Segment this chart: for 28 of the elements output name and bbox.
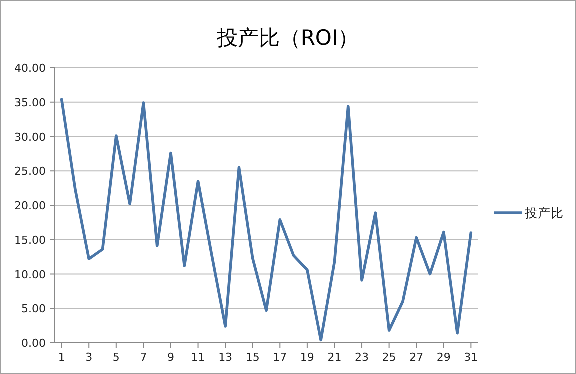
x-tick-label: 7 [140,351,148,364]
y-tick-label: 40.00 [14,62,46,75]
x-tick-label: 5 [112,351,120,364]
y-tick-label: 25.00 [14,165,46,178]
x-tick-label: 13 [218,351,233,364]
y-tick-label: 35.00 [14,96,46,110]
y-tick-label: 30.00 [14,130,46,144]
x-tick-label: 31 [464,351,478,364]
y-tick-label: 20.00 [14,200,46,212]
x-tick-label: 23 [355,351,370,364]
x-tick-label: 29 [436,351,451,364]
chart-title: 投产比（ROI） [216,26,360,50]
legend-label: 投产比 [524,206,564,220]
line-series [60,98,473,342]
x-tick-label: 19 [300,351,314,364]
x-tick-label: 9 [167,351,174,364]
x-tick-label: 27 [410,351,424,364]
y-tick-label: 10.00 [14,268,46,282]
x-tick-label: 11 [191,351,206,364]
x-tick-label: 1 [58,351,66,364]
y-tick-label: 5.00 [22,302,46,316]
x-tick-label: 17 [273,351,288,364]
x-tick-label: 15 [246,351,260,364]
x-tick-label: 21 [328,351,342,364]
y-tick-label: 0.00 [22,337,46,350]
x-tick-label: 3 [86,351,93,364]
y-tick-label: 15.00 [14,234,46,247]
x-tick-label: 25 [382,351,396,364]
